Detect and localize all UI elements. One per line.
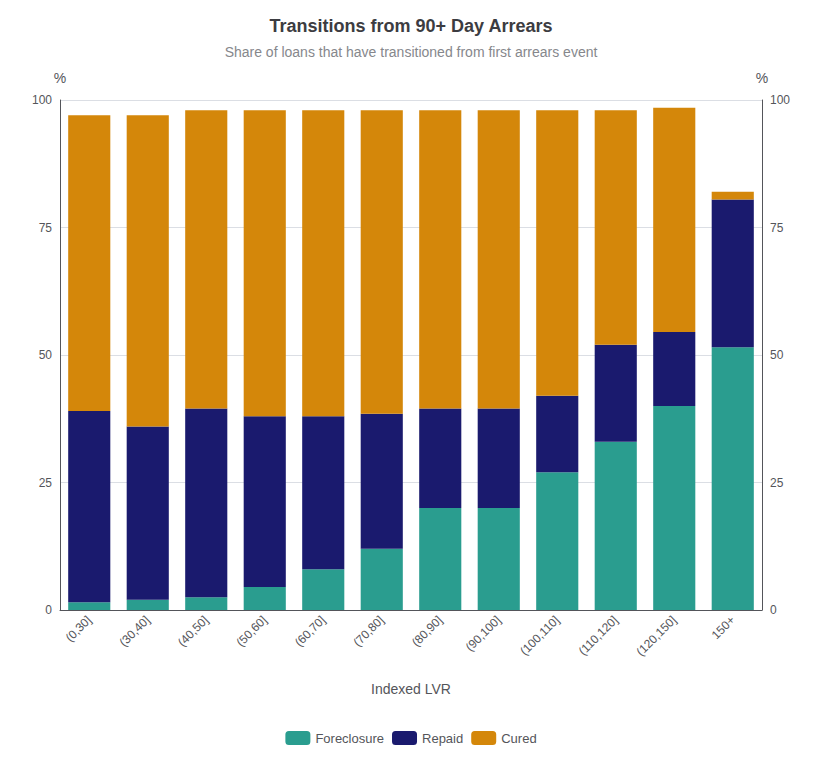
- svg-text:150+: 150+: [709, 613, 738, 642]
- svg-text:(60,70]: (60,70]: [292, 613, 328, 649]
- svg-text:(70,80]: (70,80]: [350, 613, 386, 649]
- svg-text:Indexed LVR: Indexed LVR: [371, 681, 451, 697]
- svg-text:(40,50]: (40,50]: [175, 613, 211, 649]
- svg-text:0: 0: [770, 603, 777, 617]
- svg-text:(50,60]: (50,60]: [233, 613, 269, 649]
- svg-text:%: %: [54, 70, 66, 86]
- svg-text:100: 100: [32, 93, 52, 107]
- svg-text:75: 75: [39, 221, 53, 235]
- svg-text:Foreclosure: Foreclosure: [315, 731, 384, 746]
- svg-text:(100,110]: (100,110]: [517, 613, 562, 658]
- svg-text:75: 75: [770, 221, 784, 235]
- svg-text:Transitions from 90+ Day Arrea: Transitions from 90+ Day Arrears: [270, 16, 553, 36]
- svg-text:Repaid: Repaid: [422, 731, 463, 746]
- svg-text:(0,30]: (0,30]: [63, 613, 95, 645]
- svg-text:25: 25: [39, 476, 53, 490]
- svg-text:25: 25: [770, 476, 784, 490]
- svg-text:50: 50: [770, 348, 784, 362]
- svg-text:(110,120]: (110,120]: [576, 613, 621, 658]
- svg-text:100: 100: [770, 93, 790, 107]
- svg-text:0: 0: [45, 603, 52, 617]
- svg-text:(30,40]: (30,40]: [116, 613, 152, 649]
- svg-text:(120,150]: (120,150]: [633, 613, 679, 659]
- svg-text:Cured: Cured: [501, 731, 536, 746]
- svg-text:Share of loans that have trans: Share of loans that have transitioned fr…: [225, 44, 598, 60]
- svg-text:%: %: [756, 70, 768, 86]
- svg-text:(90,100]: (90,100]: [463, 613, 504, 654]
- svg-text:50: 50: [39, 348, 53, 362]
- svg-text:(80,90]: (80,90]: [409, 613, 445, 649]
